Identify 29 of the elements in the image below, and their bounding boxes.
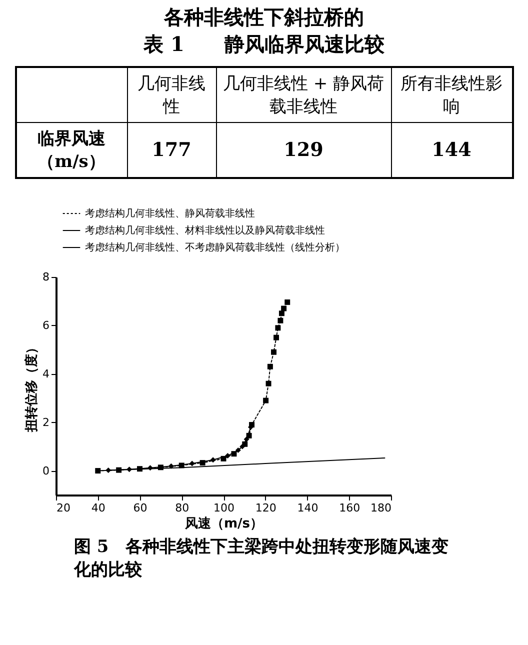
x-tick-label: 140 (297, 502, 318, 514)
y-tick-label: 0 (42, 464, 50, 478)
legend-label: 考虑结构几何非线性、材料非线性以及静风荷载非线性 (85, 224, 325, 236)
legend-label: 考虑结构几何非线性、不考虑静风荷载非线性（线性分析） (85, 242, 345, 254)
y-tick-label: 4 (42, 367, 50, 380)
x-axis-title: 风速（m/s） (184, 516, 264, 532)
x-tick-label: 20 (56, 502, 70, 514)
x-tick-label: 160 (339, 502, 360, 514)
text: 各种非线性下斜拉桥的 (162, 4, 365, 31)
text: 图 5 各种非线性下主梁跨中处扭转变形随风速变化的比较 (74, 536, 450, 581)
x-tick-label: 100 (214, 502, 234, 514)
category-label: 几何非线性 + 静风荷载非线性 (216, 67, 391, 122)
x-tick-label: 180 (370, 502, 392, 514)
text: 临界风速（m/s） (16, 122, 127, 178)
data-label: 144 (391, 122, 512, 178)
category-label: 几何非线性 (127, 67, 216, 122)
x-tick-label: 60 (133, 502, 148, 514)
data-label: 129 (216, 122, 391, 178)
data-label: 177 (127, 122, 216, 178)
y-tick-label: 2 (42, 416, 50, 429)
text: 表 1 静风临界风速比较 (142, 31, 386, 58)
category-label: 所有非线性影响 (391, 67, 512, 122)
y-axis-title: 扭转位移（度） (24, 341, 40, 433)
y-tick-label: 8 (42, 270, 50, 284)
x-tick-label: 80 (175, 502, 190, 514)
y-tick-label: 6 (42, 318, 50, 332)
legend-label: 考虑结构几何非线性、静风荷载非线性 (85, 208, 255, 220)
x-tick-label: 120 (255, 502, 276, 514)
x-tick-label: 40 (91, 502, 106, 514)
